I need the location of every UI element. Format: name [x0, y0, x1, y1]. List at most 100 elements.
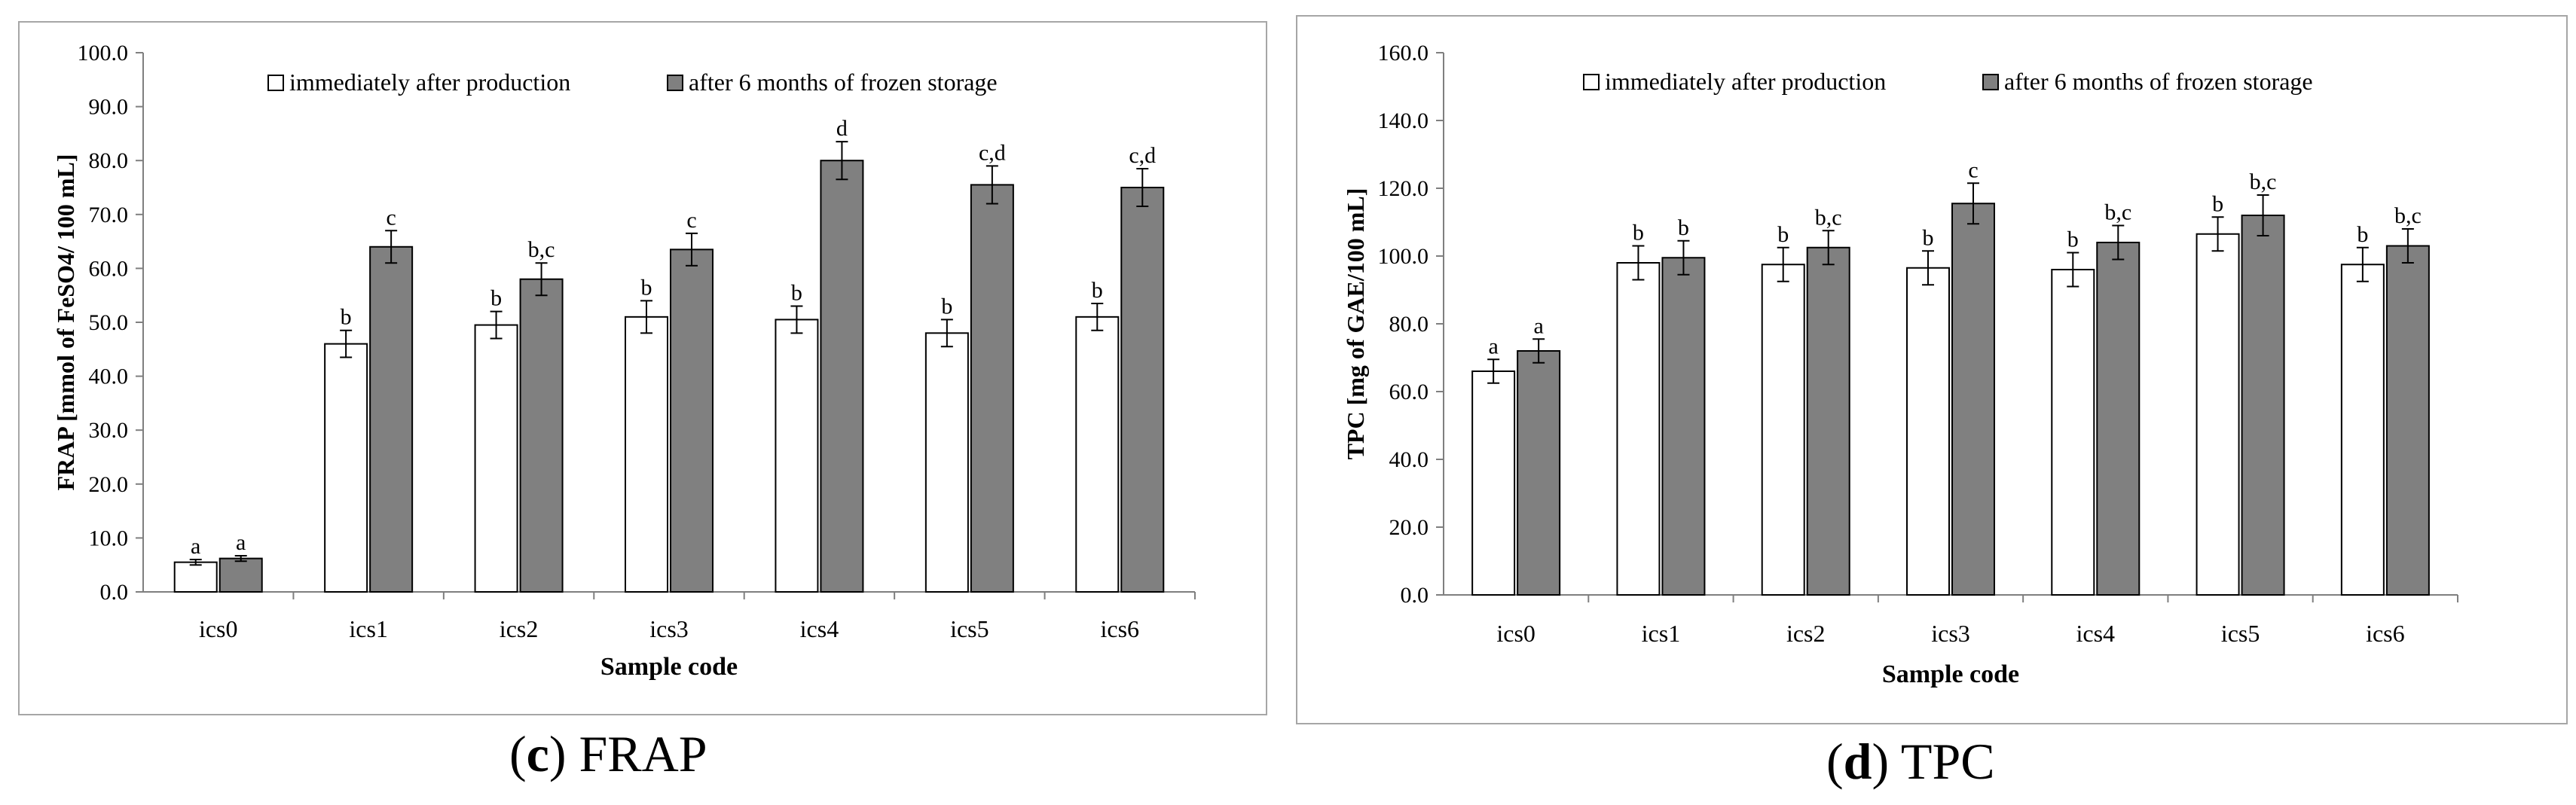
- caption-tpc-text: ) TPC: [1872, 733, 1995, 790]
- frap-significance-label: c,d: [979, 140, 1006, 165]
- frap-y-tick-label: 0.0: [100, 580, 129, 605]
- tpc-bar-stored-ics6: [2385, 245, 2430, 596]
- frap-category-label: ics5: [950, 615, 989, 642]
- tpc-category-label: ics1: [1642, 620, 1681, 647]
- frap-bar-immediate-ics6: [1075, 316, 1120, 593]
- tpc-bar-immediate-ics6: [2340, 264, 2385, 596]
- tpc-bar-stored-ics3: [1951, 203, 1995, 596]
- frap-significance-label: b: [641, 275, 652, 300]
- tpc-bar-immediate-ics0: [1471, 370, 1516, 596]
- caption-frap: (c) FRAP: [509, 724, 707, 784]
- frap-significance-label: b: [341, 305, 352, 330]
- frap-significance-label: c: [686, 208, 696, 233]
- frap-y-tick-label: 20.0: [89, 472, 129, 497]
- frap-category-label: ics4: [800, 615, 839, 642]
- tpc-significance-label: b: [1633, 221, 1644, 245]
- frap-legend-swatch-stored: [667, 75, 683, 91]
- frap-bar-stored-ics5: [970, 184, 1014, 593]
- frap-y-tick-label: 90.0: [89, 95, 129, 120]
- caption-frap-open: (: [509, 725, 527, 782]
- tpc-bar-immediate-ics5: [2196, 233, 2240, 596]
- frap-significance-label: b: [941, 294, 952, 319]
- frap-chart: 0.0 10.0 20.0 30.0 40.0 50.0 60.0 70.0 80.0 90.0 1…: [52, 41, 1196, 681]
- tpc-y-tick-label: 160.0: [1378, 41, 1429, 66]
- frap-significance-label: d: [836, 116, 848, 141]
- tpc-category-label: ics2: [1786, 620, 1826, 647]
- tpc-category-label: ics5: [2221, 620, 2260, 647]
- tpc-legend-swatch-immediate: [1583, 74, 1600, 90]
- tpc-bar-stored-ics4: [2096, 242, 2141, 596]
- tpc-significance-label: b: [1777, 222, 1789, 247]
- tpc-x-axis-title: Sample code: [1882, 660, 2019, 688]
- frap-significance-label: b: [1092, 278, 1103, 303]
- frap-legend-swatch-immediate: [267, 75, 284, 91]
- tpc-legend-label-stored: after 6 months of frozen storage: [2004, 68, 2313, 95]
- tpc-bar-immediate-ics2: [1761, 264, 1805, 596]
- frap-category-label: ics1: [349, 615, 388, 642]
- tpc-bar-stored-ics0: [1517, 350, 1561, 596]
- tpc-chart: 0.0 20.0 40.0 60.0 80.0 100.0 120.0 140.0 160.0 i…: [1342, 41, 2458, 688]
- frap-bar-stored-ics6: [1120, 187, 1165, 593]
- tpc-bar-immediate-ics3: [1906, 267, 1950, 596]
- frap-bar-stored-ics0: [218, 557, 263, 593]
- tpc-bar-immediate-ics4: [2051, 269, 2095, 596]
- tpc-legend-swatch-stored: [1982, 74, 1999, 90]
- caption-tpc-letter: d: [1843, 733, 1872, 790]
- caption-frap-letter: c: [526, 725, 549, 782]
- tpc-significance-label: b: [1678, 215, 1689, 240]
- frap-bar-immediate-ics3: [625, 316, 668, 593]
- frap-chart-panel: 0.0 10.0 20.0 30.0 40.0 50.0 60.0 70.0 80.0 90.0 1…: [18, 21, 1267, 715]
- tpc-significance-label: b,c: [2394, 203, 2422, 228]
- tpc-significance-label: a: [1533, 313, 1543, 338]
- frap-y-tick-label: 100.0: [78, 41, 129, 66]
- tpc-significance-label: b: [2067, 227, 2079, 252]
- tpc-significance-label: a: [1488, 334, 1498, 358]
- frap-y-axis-title: FRAP [mmol of FeSO4/ 100 mL]: [52, 154, 79, 490]
- tpc-bar-stored-ics1: [1661, 257, 1706, 596]
- frap-category-label: ics3: [649, 615, 689, 642]
- frap-significance-label: b: [490, 286, 502, 311]
- tpc-bar-stored-ics5: [2241, 215, 2285, 596]
- frap-bar-immediate-ics5: [924, 332, 969, 593]
- tpc-bar-stored-ics2: [1806, 246, 1850, 596]
- tpc-y-tick-label: 60.0: [1389, 380, 1429, 404]
- frap-significance-label: a: [236, 530, 246, 555]
- frap-bar-stored-ics3: [670, 249, 714, 593]
- frap-y-tick-label: 50.0: [89, 310, 129, 335]
- tpc-y-tick-label: 140.0: [1378, 108, 1429, 133]
- tpc-significance-label: b,c: [2250, 169, 2277, 194]
- tpc-y-axis-title: TPC [mg of GAE/100 mL]: [1342, 188, 1369, 460]
- tpc-significance-label: b,c: [1815, 205, 1842, 230]
- caption-tpc-open: (: [1826, 733, 1844, 790]
- frap-category-label: ics6: [1101, 615, 1140, 642]
- tpc-significance-label: b: [2212, 191, 2223, 216]
- frap-bar-immediate-ics4: [775, 319, 819, 593]
- frap-bar-stored-ics4: [820, 160, 864, 593]
- frap-legend-label-stored: after 6 months of frozen storage: [689, 69, 998, 96]
- tpc-category-label: ics4: [2076, 620, 2116, 647]
- frap-significance-label: a: [191, 534, 200, 559]
- tpc-category-label: ics3: [1931, 620, 1970, 647]
- frap-bar-stored-ics1: [369, 245, 414, 593]
- caption-tpc: (d) TPC: [1826, 732, 1995, 791]
- frap-significance-label: b,c: [528, 237, 555, 262]
- tpc-y-tick-label: 0.0: [1401, 583, 1429, 608]
- tpc-y-tick-label: 80.0: [1389, 312, 1429, 337]
- caption-frap-text: ) FRAP: [549, 725, 707, 782]
- frap-x-axis-title: Sample code: [600, 653, 738, 681]
- frap-y-tick-label: 30.0: [89, 418, 129, 443]
- frap-bar-stored-ics2: [519, 278, 564, 593]
- tpc-chart-panel: 0.0 20.0 40.0 60.0 80.0 100.0 120.0 140.0 160.0 i…: [1296, 15, 2568, 724]
- tpc-y-tick-label: 40.0: [1389, 447, 1429, 472]
- frap-y-tick-label: 40.0: [89, 364, 129, 389]
- tpc-y-tick-label: 20.0: [1389, 515, 1429, 540]
- tpc-legend-label-immediate: immediately after production: [1605, 68, 1886, 95]
- tpc-y-tick-label: 100.0: [1378, 244, 1429, 269]
- frap-bar-immediate-ics1: [324, 343, 368, 593]
- frap-legend-label-immediate: immediately after production: [289, 69, 570, 96]
- frap-y-tick-label: 80.0: [89, 148, 129, 173]
- frap-category-label: ics2: [500, 615, 539, 642]
- tpc-significance-label: c: [1968, 157, 1978, 182]
- tpc-bar-immediate-ics1: [1616, 262, 1661, 596]
- frap-y-tick-label: 60.0: [89, 256, 129, 281]
